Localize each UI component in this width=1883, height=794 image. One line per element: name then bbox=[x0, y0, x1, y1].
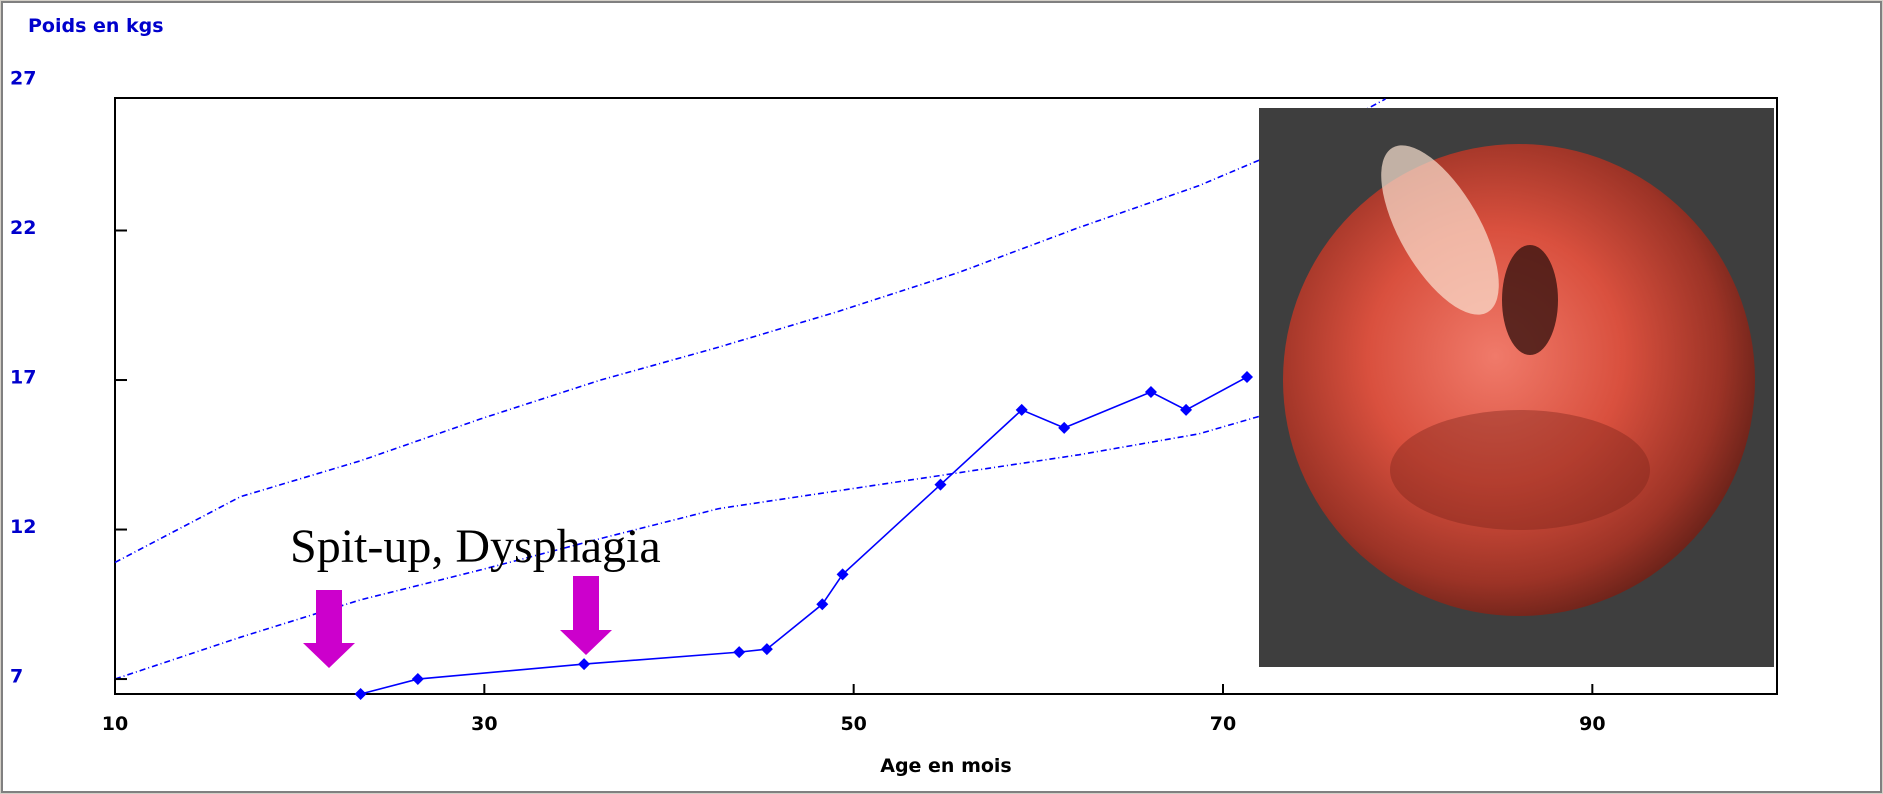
x-tick-label: 50 bbox=[840, 713, 866, 735]
data-point bbox=[354, 688, 367, 700]
y-axis-title: Poids en kgs bbox=[28, 15, 164, 37]
plot-frame bbox=[114, 97, 1778, 695]
photo-inset bbox=[1259, 108, 1774, 667]
y-tick-label: 17 bbox=[10, 367, 36, 389]
data-point bbox=[760, 643, 773, 656]
arrows bbox=[303, 576, 612, 668]
data-point bbox=[1180, 403, 1193, 416]
data-point bbox=[411, 673, 424, 686]
data-point bbox=[1241, 371, 1254, 384]
data-point bbox=[578, 658, 591, 671]
y-tick-label: 27 bbox=[10, 68, 36, 90]
y-tick-label: 7 bbox=[10, 666, 23, 688]
data-point bbox=[1015, 403, 1028, 416]
x-axis-title: Age en mois bbox=[880, 755, 1012, 777]
series-line bbox=[114, 98, 1386, 564]
x-tick-label: 90 bbox=[1579, 713, 1605, 735]
data-point bbox=[836, 568, 849, 581]
data-point bbox=[733, 646, 746, 659]
x-tick-label: 30 bbox=[471, 713, 497, 735]
data-point bbox=[816, 598, 829, 611]
y-tick-label: 12 bbox=[10, 516, 36, 538]
annotation: Spit-up, Dysphagia bbox=[290, 520, 661, 573]
x-tick-label: 70 bbox=[1210, 713, 1236, 735]
data-point bbox=[1058, 421, 1071, 434]
y-tick-label: 22 bbox=[10, 217, 36, 239]
data-point bbox=[934, 478, 947, 491]
data-point bbox=[1144, 385, 1157, 398]
x-tick-label: 10 bbox=[102, 713, 128, 735]
